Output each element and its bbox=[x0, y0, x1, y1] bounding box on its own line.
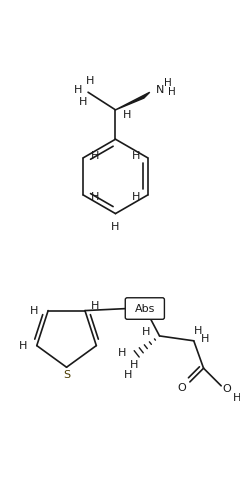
Text: H: H bbox=[90, 301, 99, 311]
Text: O: O bbox=[223, 384, 231, 394]
Text: H: H bbox=[91, 151, 99, 161]
Text: H: H bbox=[118, 348, 126, 358]
Text: H: H bbox=[91, 192, 99, 202]
Text: H: H bbox=[74, 85, 83, 95]
Text: H: H bbox=[30, 306, 39, 316]
Text: H: H bbox=[193, 326, 202, 336]
Text: H: H bbox=[124, 370, 132, 380]
Text: H: H bbox=[164, 79, 172, 88]
Text: O: O bbox=[178, 383, 186, 393]
Text: H: H bbox=[111, 222, 120, 232]
Text: H: H bbox=[142, 327, 150, 337]
Text: H: H bbox=[19, 341, 27, 350]
Polygon shape bbox=[115, 92, 150, 110]
Text: N: N bbox=[156, 85, 165, 95]
Text: S: S bbox=[63, 370, 70, 380]
Text: H: H bbox=[79, 97, 87, 107]
Text: H: H bbox=[201, 334, 210, 344]
Text: H: H bbox=[130, 360, 138, 370]
Text: H: H bbox=[123, 110, 132, 120]
Text: H: H bbox=[132, 151, 140, 161]
FancyBboxPatch shape bbox=[125, 298, 164, 319]
Text: H: H bbox=[132, 192, 140, 202]
Text: H: H bbox=[233, 392, 240, 402]
Text: H: H bbox=[86, 76, 94, 85]
Text: H: H bbox=[168, 87, 176, 97]
Text: Abs: Abs bbox=[135, 304, 155, 313]
